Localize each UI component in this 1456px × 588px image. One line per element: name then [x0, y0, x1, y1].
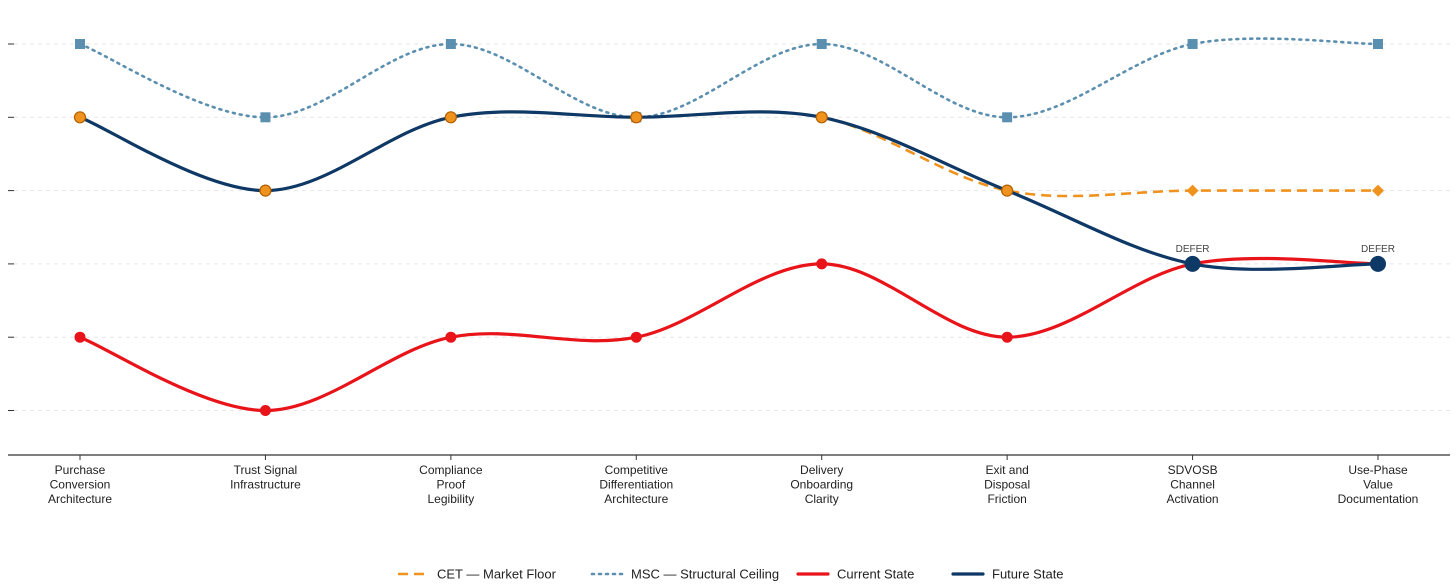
legend-label-cet: CET — Market Floor [437, 567, 557, 582]
legend-item-current: Current State [796, 567, 914, 582]
cet-marker-7 [1372, 184, 1384, 197]
x-label-5: Exit and Disposal Friction [984, 463, 1030, 506]
legend-item-future: Future State [951, 567, 1064, 582]
x-label-0: Purchase Conversion Architecture [48, 463, 112, 506]
future-marker-6 [1184, 255, 1201, 272]
x-label-1: Trust Signal Infrastructure [230, 463, 301, 492]
msc-marker-0 [75, 39, 85, 49]
x-tick-labels: Purchase Conversion Architecture Trust Sign… [48, 463, 1418, 506]
series-line-future [78, 110, 1380, 271]
msc-marker-6 [1187, 39, 1198, 49]
legend: CET — Market Floor MSC — Structural Ceili… [398, 567, 1064, 582]
legend-label-current: Current State [837, 567, 914, 582]
x-label-6: SDVOSB Channel Activation [1167, 463, 1219, 506]
future-marker-7 [1370, 255, 1386, 272]
current-marker-2 [445, 331, 457, 343]
series-lines [78, 37, 1380, 413]
legend-item-cet: CET — Market Floor [398, 567, 557, 582]
current-marker-4 [816, 258, 828, 270]
series-markers [73, 39, 1386, 416]
series-line-current [78, 256, 1380, 413]
gridlines [14, 43, 1450, 411]
axes [8, 43, 1450, 460]
future-marker-4 [815, 111, 828, 124]
x-label-3: Competitive Differentiation Architecture [599, 463, 673, 506]
series-line-cet [79, 110, 1378, 198]
msc-marker-2 [445, 39, 456, 49]
future-marker-2 [444, 111, 457, 124]
future-marker-5 [1001, 184, 1014, 197]
annotations: DEFER DEFER [1176, 244, 1395, 255]
msc-marker-4 [816, 39, 827, 49]
series-line-msc [78, 37, 1380, 119]
future-marker-0 [73, 111, 87, 124]
legend-label-msc: MSC — Structural Ceiling [631, 567, 779, 582]
future-marker-1 [259, 184, 272, 197]
current-marker-0 [74, 331, 86, 343]
future-marker-3 [630, 111, 643, 124]
cet-marker-6 [1186, 184, 1199, 197]
msc-marker-1 [260, 112, 271, 123]
defer-annotation-0: DEFER [1176, 244, 1210, 255]
legend-item-msc: MSC — Structural Ceiling [590, 567, 779, 582]
x-label-7: Use-Phase Value Documentation [1338, 463, 1419, 506]
msc-marker-5 [1002, 112, 1013, 123]
x-label-4: Delivery Onboarding Clarity [790, 463, 853, 506]
current-marker-5 [1001, 331, 1013, 343]
legend-label-future: Future State [992, 567, 1064, 582]
x-label-2: Compliance Proof Legibility [419, 463, 483, 506]
current-marker-3 [630, 331, 642, 343]
msc-marker-7 [1373, 39, 1383, 49]
current-marker-1 [259, 405, 271, 416]
defer-annotation-1: DEFER [1361, 244, 1395, 255]
